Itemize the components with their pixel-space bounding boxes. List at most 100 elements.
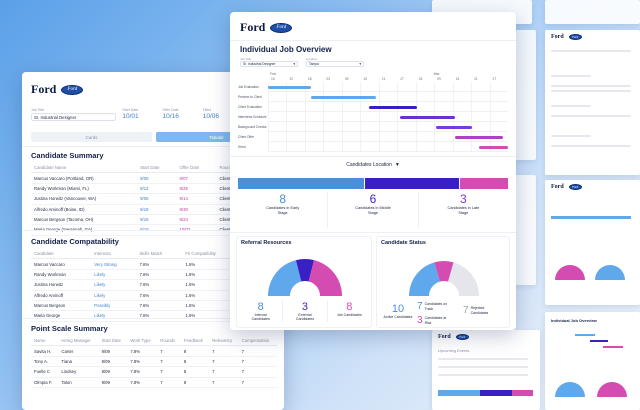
table-cell: Tiana (58, 356, 99, 368)
table-cell: 9/07 (176, 172, 217, 184)
gantt-bar[interactable] (368, 105, 417, 109)
referral-resources-panel: Referral Resources 8 Internal Candidates 3… (236, 236, 372, 328)
gauge-slice[interactable] (295, 259, 315, 282)
status-legend: 7 Candidates on Track 3 Candidates at Risk 7… (417, 301, 509, 327)
table-cell: 7 (209, 366, 239, 378)
table-cell: 8 (180, 356, 210, 368)
table-cell: Justina Horwitz (31, 279, 92, 291)
table-cell: 8 (180, 377, 210, 388)
referral-value: 8 (257, 301, 264, 313)
status-label: Candidates at Risk (424, 316, 447, 325)
table-row[interactable]: Savita H. Carter 9/09 7.8% 7 8 7 7 (31, 345, 277, 357)
referral-title: Referral Resources (241, 240, 292, 246)
referral-item: 3 External Candidates (283, 301, 328, 322)
gauge-slice[interactable] (268, 260, 302, 296)
thumb-gauge (595, 265, 625, 280)
active-candidates: 10 Active Candidates (383, 303, 413, 319)
table-cell: 8 (180, 345, 210, 357)
table-cell: 7 (209, 377, 239, 388)
filter-value: Tampa (309, 62, 319, 66)
brand-wordmark: Ford (31, 82, 57, 96)
thumbnail-top-b (545, 0, 640, 24)
table-row[interactable]: Fuelle C Lindsey 9/09 7.8% 7 8 7 7 (31, 366, 277, 378)
table-cell: 7.8% (127, 356, 158, 368)
table-header: Name Hiring Manager Start Date Work Type Rou… (31, 336, 277, 347)
filter-value: 10/01 (122, 113, 139, 120)
referral-legend: 8 Internal Candidates 3 External Candidates… (239, 301, 371, 322)
gauge-slice[interactable] (434, 261, 454, 282)
gauge-slice[interactable] (409, 262, 440, 296)
filter-3[interactable]: Filled 10/06 (203, 108, 237, 126)
table-cell: 7.8% (127, 377, 158, 388)
filter-label: Offer Date (162, 108, 179, 112)
gantt-bar[interactable] (268, 85, 312, 89)
gauge-slice[interactable] (448, 262, 479, 296)
status-title: Candidate Status (381, 240, 426, 246)
table-cell: Savita H. (31, 345, 59, 357)
gantt-day: 15 (363, 77, 367, 81)
filter-2[interactable]: Offer Date 10/16 (163, 108, 197, 126)
tab-tabular-label: Tabular (209, 134, 224, 140)
table-cell: 1.6% (182, 310, 241, 322)
stage-label: Candidates in Late Stage (447, 206, 480, 215)
referral-item: 8 Internal Candidates (239, 301, 284, 322)
gantt-day: 03 (326, 77, 331, 81)
table-cell: 9/24 (176, 214, 217, 226)
status-item: 3 Candidates at Risk (417, 315, 451, 326)
gantt-bar[interactable] (479, 145, 508, 149)
table-cell: Talon (58, 377, 99, 388)
gantt-gridline (323, 82, 325, 152)
referral-gauge (268, 259, 342, 296)
gantt-row-line (268, 131, 508, 132)
gantt-row-line (268, 91, 508, 92)
table-cell: Maria George (31, 310, 92, 322)
divider (230, 232, 516, 233)
gantt-row-line (268, 121, 508, 122)
gauge-slice[interactable] (308, 260, 342, 296)
table-cell: 7.6% (136, 269, 183, 281)
gantt-gridline (304, 82, 306, 152)
status-item: 7 Rejected Candidates (463, 305, 497, 316)
table-cell: Alfredo Aminoff (31, 290, 92, 301)
column-header: Rounds (157, 336, 181, 347)
table-cell: 9/18 (137, 204, 177, 215)
thumbnail-right-5: Individual Job Overview (545, 312, 640, 410)
table-cell: 7.8% (127, 366, 158, 378)
stage-value: 6 (369, 192, 377, 206)
gantt-row-line (268, 151, 508, 152)
table-cell: Likely (91, 290, 137, 301)
candidates-location-button[interactable]: Candidates Location ▼ (230, 160, 516, 169)
table-row[interactable]: Olmpia F. Talon 9/09 7.8% 7 8 7 7 (31, 377, 277, 388)
gantt-bar[interactable] (436, 125, 472, 129)
column-header: Skills Match (136, 249, 183, 260)
gantt-bar[interactable] (311, 95, 376, 99)
ford-oval-icon: Ford (270, 22, 293, 33)
candidate-compatability-title: Candidate Compatability (31, 237, 119, 246)
divider (22, 318, 284, 319)
table-cell: Likely (91, 310, 137, 322)
table-cell: Lindsey (58, 366, 99, 378)
status-label: Candidates on Track (424, 302, 448, 311)
chevron-down-icon: ▾ (293, 62, 295, 66)
gantt-bar[interactable] (400, 115, 456, 119)
gantt-gridline (397, 82, 399, 152)
gantt-row-label: Background Checks (238, 125, 267, 129)
location-filter[interactable]: Location Tampa ▾ (306, 57, 364, 67)
filter-0[interactable]: Job Title Sr. Industrial Designer (31, 108, 117, 126)
referral-value: 3 (301, 301, 309, 313)
stage-value: 3 (459, 192, 467, 206)
gantt-row-label: Interviews Schedule (238, 115, 267, 119)
stage-label: Candidates in Middle Stage (355, 206, 391, 215)
tab-tabular[interactable]: Tabular (156, 132, 277, 142)
job-title-filter[interactable]: Job Title Sr. Industrial Designer ▾ (240, 57, 298, 67)
gantt-bar[interactable] (455, 135, 504, 139)
table-cell: Randy Workman (Miami, FL) (31, 183, 138, 195)
thumb-ford-logo-3: Ford Ford (438, 334, 469, 340)
filter-1[interactable]: Start Date 10/01 (122, 108, 156, 126)
tab-cards[interactable]: Cards (31, 132, 152, 142)
table-row[interactable]: Tony A. Tiana 9/09 7.8% 7 8 7 7 (31, 356, 277, 368)
gantt-row-label: Hired (238, 145, 246, 149)
gantt-month: Mar (433, 72, 440, 76)
table-cell: 9/16 (137, 214, 177, 226)
